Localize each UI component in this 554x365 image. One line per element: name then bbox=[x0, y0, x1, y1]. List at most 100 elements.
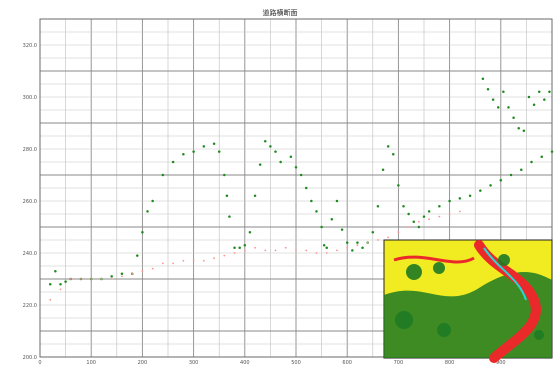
data-point bbox=[381, 168, 385, 172]
data-point bbox=[294, 165, 298, 169]
x-tick-label: 300 bbox=[189, 360, 199, 365]
data-point bbox=[346, 246, 349, 249]
data-point bbox=[243, 249, 246, 252]
data-point bbox=[284, 246, 287, 249]
series bbox=[48, 77, 554, 301]
data-point bbox=[522, 129, 526, 133]
data-point bbox=[481, 77, 485, 81]
data-point bbox=[479, 189, 482, 192]
data-point bbox=[386, 145, 390, 148]
data-point bbox=[512, 116, 515, 120]
data-point bbox=[392, 152, 395, 156]
data-point bbox=[228, 215, 231, 218]
data-point bbox=[202, 259, 205, 262]
data-point bbox=[80, 278, 82, 280]
data-point bbox=[69, 278, 72, 280]
data-point bbox=[325, 246, 328, 250]
data-point bbox=[146, 210, 149, 213]
data-point bbox=[64, 280, 67, 283]
data-point bbox=[304, 186, 308, 190]
y-tick-label: 260.0 bbox=[23, 199, 37, 205]
map-inset bbox=[383, 239, 553, 363]
data-point bbox=[310, 199, 313, 203]
data-point bbox=[264, 139, 267, 143]
x-tick-label: 400 bbox=[240, 360, 250, 365]
y-tick-label: 320.0 bbox=[23, 43, 37, 49]
data-point bbox=[110, 275, 113, 278]
data-point bbox=[330, 217, 334, 221]
data-point bbox=[305, 249, 308, 252]
data-point bbox=[520, 168, 523, 172]
vegetation-patch bbox=[498, 254, 510, 266]
y-tick-label: 220.0 bbox=[23, 303, 37, 309]
data-point bbox=[336, 249, 338, 252]
data-point bbox=[90, 278, 93, 280]
data-point bbox=[131, 272, 134, 275]
plot-frame bbox=[39, 18, 553, 358]
data-point bbox=[540, 155, 544, 159]
vegetation-patch bbox=[433, 262, 445, 274]
data-point bbox=[121, 275, 123, 278]
data-point bbox=[217, 150, 221, 153]
data-point bbox=[371, 230, 375, 234]
data-point bbox=[192, 259, 195, 262]
vegetation-patch bbox=[406, 264, 422, 280]
data-point bbox=[213, 257, 215, 260]
data-point bbox=[54, 269, 57, 273]
vegetation-patch bbox=[395, 311, 413, 329]
data-point bbox=[502, 90, 505, 94]
data-point bbox=[340, 228, 344, 231]
data-point bbox=[335, 199, 339, 203]
data-point bbox=[422, 215, 426, 218]
data-point bbox=[253, 194, 257, 198]
data-point bbox=[448, 213, 451, 215]
data-point bbox=[402, 204, 405, 208]
data-point bbox=[351, 249, 354, 252]
data-point bbox=[543, 98, 546, 101]
data-point bbox=[49, 298, 52, 301]
data-point bbox=[274, 150, 277, 153]
y-tick-label: 280.0 bbox=[23, 147, 37, 153]
data-point bbox=[366, 241, 369, 244]
data-point bbox=[48, 282, 52, 286]
data-point bbox=[136, 254, 139, 257]
x-tick-label: 200 bbox=[138, 360, 148, 365]
data-point bbox=[438, 204, 441, 208]
data-point bbox=[225, 194, 229, 198]
data-point bbox=[59, 288, 62, 291]
data-point bbox=[212, 142, 216, 146]
x-tick-label: 100 bbox=[86, 360, 96, 365]
data-point bbox=[269, 145, 272, 148]
tick-labels: 200.0 220.0 240.0 260.0 280.0 300.0 320.0 0 100 2… bbox=[23, 43, 506, 365]
data-point bbox=[161, 262, 164, 265]
data-point bbox=[507, 106, 510, 109]
data-point bbox=[458, 210, 461, 213]
data-point bbox=[537, 90, 541, 94]
data-point bbox=[223, 254, 226, 257]
x-tick-label: 500 bbox=[291, 360, 301, 365]
data-point bbox=[264, 249, 267, 252]
x-tick-label: 600 bbox=[342, 360, 352, 365]
data-point bbox=[295, 249, 297, 252]
road-line bbox=[393, 255, 475, 264]
x-tick-label: 800 bbox=[445, 360, 455, 365]
data-point bbox=[192, 150, 195, 153]
data-point bbox=[356, 244, 359, 247]
data-point bbox=[248, 230, 252, 234]
data-point bbox=[315, 252, 318, 254]
data-point bbox=[361, 246, 364, 250]
data-point bbox=[397, 231, 400, 234]
data-point bbox=[320, 225, 323, 229]
vegetation-patch bbox=[534, 330, 544, 340]
data-point bbox=[100, 278, 103, 280]
y-tick-label: 300.0 bbox=[23, 95, 37, 101]
data-point bbox=[182, 259, 185, 262]
data-point bbox=[161, 173, 165, 177]
data-point bbox=[491, 98, 495, 101]
forest-area bbox=[384, 271, 552, 358]
data-point bbox=[171, 160, 175, 164]
data-point bbox=[428, 218, 431, 221]
data-point bbox=[254, 246, 256, 249]
data-point bbox=[489, 184, 492, 187]
data-point bbox=[548, 90, 551, 94]
